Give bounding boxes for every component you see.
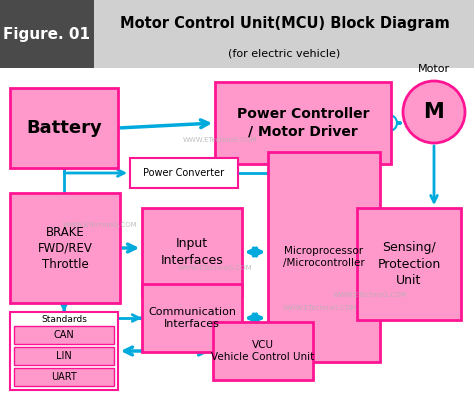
FancyBboxPatch shape xyxy=(213,322,313,380)
Text: UART: UART xyxy=(51,372,77,382)
Circle shape xyxy=(381,115,397,131)
Text: Standards: Standards xyxy=(41,316,87,325)
Text: Power Controller
/ Motor Driver: Power Controller / Motor Driver xyxy=(237,107,369,139)
Circle shape xyxy=(403,81,465,143)
Bar xyxy=(0,0,94,68)
FancyBboxPatch shape xyxy=(268,152,380,362)
FancyBboxPatch shape xyxy=(357,208,461,320)
Text: Input
Interfaces: Input Interfaces xyxy=(161,237,223,267)
Text: (for electric vehicle): (for electric vehicle) xyxy=(228,48,340,58)
Text: Motor: Motor xyxy=(418,64,450,74)
Text: Sensing/
Protection
Unit: Sensing/ Protection Unit xyxy=(377,241,441,286)
Text: CAN: CAN xyxy=(54,330,74,340)
FancyBboxPatch shape xyxy=(142,208,242,296)
Text: WWW.ETechnoG.COM: WWW.ETechnoG.COM xyxy=(182,137,257,143)
Text: BRAKE
FWD/REV
Throttle: BRAKE FWD/REV Throttle xyxy=(37,226,92,271)
Text: Battery: Battery xyxy=(26,119,102,137)
FancyBboxPatch shape xyxy=(10,312,118,390)
FancyBboxPatch shape xyxy=(14,326,114,344)
FancyBboxPatch shape xyxy=(142,284,242,352)
FancyBboxPatch shape xyxy=(10,193,120,303)
Text: WWW.ETechnoG.COM: WWW.ETechnoG.COM xyxy=(178,265,252,271)
Text: Figure. 01: Figure. 01 xyxy=(3,26,91,41)
Text: LIN: LIN xyxy=(56,351,72,361)
Text: WWW.ETechnoG.COM: WWW.ETechnoG.COM xyxy=(63,222,137,228)
Text: Microprocessor
/Microcontroller: Microprocessor /Microcontroller xyxy=(283,246,365,268)
Bar xyxy=(0,0,474,68)
Text: Power Converter: Power Converter xyxy=(144,168,225,178)
Text: VCU
Vehicle Control Unit: VCU Vehicle Control Unit xyxy=(211,340,315,362)
FancyBboxPatch shape xyxy=(10,88,118,168)
Text: WWW.ETechnoG.COM: WWW.ETechnoG.COM xyxy=(333,292,407,298)
FancyBboxPatch shape xyxy=(14,347,114,365)
FancyBboxPatch shape xyxy=(130,158,238,188)
FancyBboxPatch shape xyxy=(215,82,391,164)
Text: M: M xyxy=(424,102,444,122)
Text: WWW.ETechnoG.COM: WWW.ETechnoG.COM xyxy=(283,305,357,311)
FancyBboxPatch shape xyxy=(14,368,114,386)
Text: Motor Control Unit(MCU) Block Diagram: Motor Control Unit(MCU) Block Diagram xyxy=(119,16,449,31)
Text: Communication
Interfaces: Communication Interfaces xyxy=(148,307,236,329)
